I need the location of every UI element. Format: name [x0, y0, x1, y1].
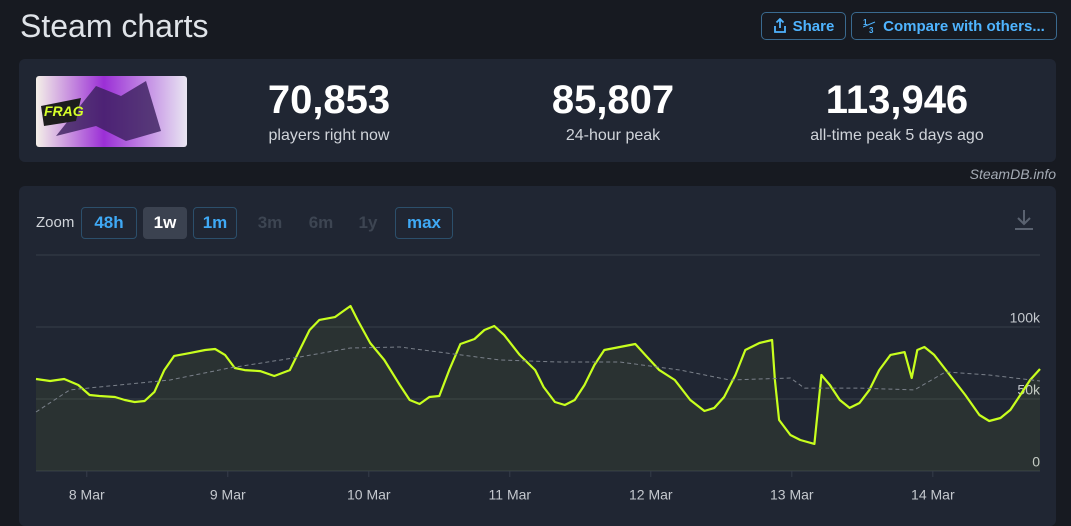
x-tick-label: 11 Mar [489, 487, 532, 503]
compare-icon: 13 [863, 18, 876, 34]
share-icon [773, 18, 786, 33]
area-fill [36, 306, 1040, 471]
line [35, 346, 1041, 413]
svg-text:FRAG: FRAG [44, 103, 84, 119]
stat-current: 70,853 players right now [179, 78, 479, 145]
download-icon[interactable] [1012, 208, 1036, 232]
chart-panel [19, 186, 1056, 526]
stat-label: players right now [268, 127, 390, 144]
y-tick-label: 0 [1032, 454, 1040, 470]
stat-label: all-time peak 5 days ago [810, 127, 984, 144]
zoom-button: 1y [358, 213, 378, 232]
stat-value: 113,946 [825, 78, 969, 122]
zoom-button: 3m [257, 213, 283, 232]
compare-label: Compare with others... [883, 17, 1045, 35]
stat-label: 24-hour peak [565, 127, 661, 144]
y-tick-label: 100k [1010, 310, 1041, 326]
y-tick-label: 50k [1017, 382, 1041, 398]
x-tick-label: 14 Mar [911, 487, 955, 503]
x-tick-label: 12 Mar [629, 487, 673, 503]
game-thumbnail[interactable]: FRAG [36, 76, 187, 147]
line [35, 304, 1041, 445]
x-tick-label: 10 Mar [347, 487, 391, 503]
x-tick-label: 8 Mar [69, 487, 105, 503]
zoom-button[interactable]: 1w [143, 207, 187, 239]
svg-text:3: 3 [869, 26, 874, 34]
zoom-button[interactable]: 1m [193, 207, 237, 239]
zoom-label: Zoom [36, 214, 75, 231]
zoom-button[interactable]: max [395, 207, 453, 239]
x-tick-label: 13 Mar [770, 487, 814, 503]
stat-peak-24h: 85,807 24-hour peak [463, 78, 763, 145]
stat-value: 85,807 [551, 78, 675, 122]
zoom-button: 6m [308, 213, 334, 232]
credit: SteamDB.info [969, 166, 1056, 182]
share-label: Share [792, 17, 835, 35]
x-tick-label: 9 Mar [210, 487, 246, 503]
stat-all-time: 113,946 all-time peak 5 days ago [747, 78, 1047, 145]
stat-value: 70,853 [267, 78, 391, 122]
stats-panel [19, 59, 1056, 162]
page-title: Steam charts [20, 8, 209, 44]
zoom-button[interactable]: 48h [81, 207, 137, 239]
share-button[interactable]: Share [761, 12, 846, 40]
svg-text:1: 1 [863, 18, 868, 27]
